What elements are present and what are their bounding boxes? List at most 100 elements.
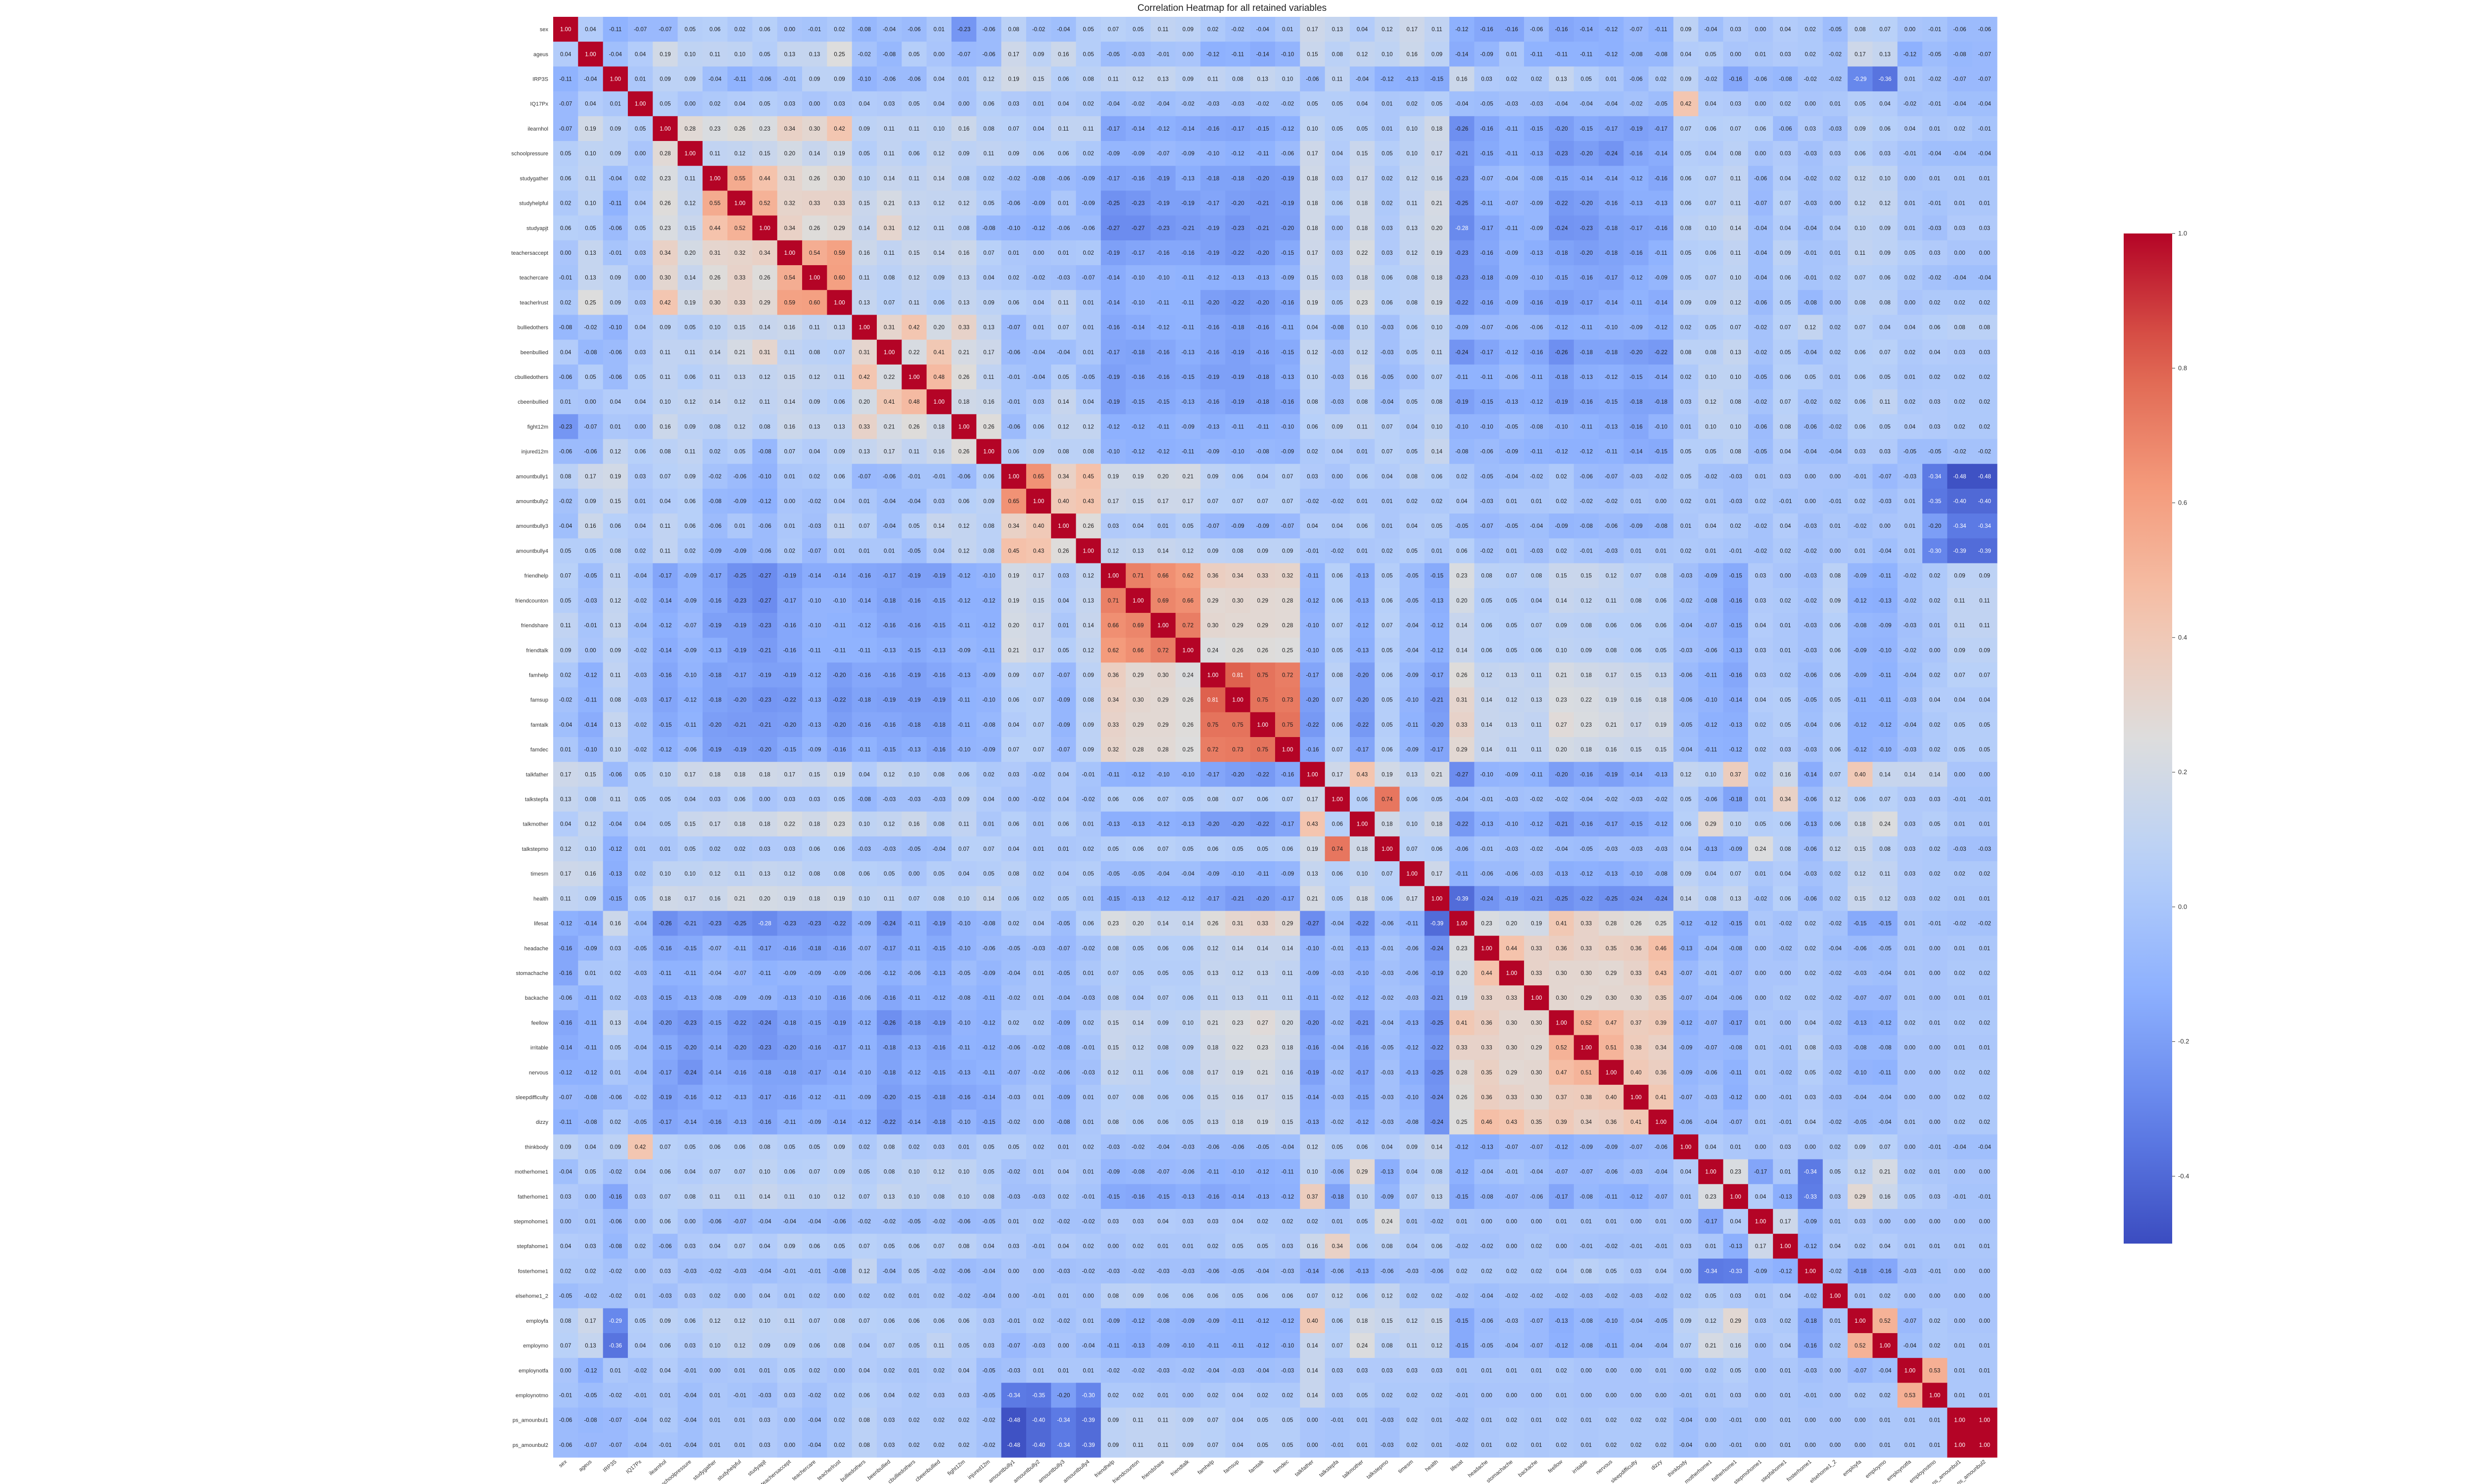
cell-value-label: -0.16 [1156,374,1169,380]
cell-value-label: -0.17 [1729,1020,1742,1026]
cell-value-label: 0.44 [1506,946,1518,952]
cell-value-label: 0.03 [1904,846,1915,852]
cell-value-label: 0.07 [1033,697,1044,703]
cell-value-label: -0.16 [883,623,896,629]
cell-value-label: 0.45 [1083,474,1094,480]
cell-value-label: 0.00 [1830,201,1841,207]
cell-value-label: 0.00 [635,424,646,430]
cell-value-label: -0.11 [1530,449,1543,455]
cell-value-label: -0.02 [1953,449,1966,455]
cell-value-label: 0.09 [834,449,845,455]
cell-value-label: 1.00 [1232,697,1243,703]
cell-value-label: 1.00 [660,126,670,132]
cell-value-label: 0.47 [1606,1020,1617,1026]
heatmap-cell [802,42,828,67]
cell-value-label: -0.14 [1256,51,1270,57]
cell-value-label: 1.00 [983,449,994,455]
cell-value-label: -0.06 [1455,846,1468,852]
cell-value-label: -0.11 [1879,672,1891,678]
cell-value-label: -0.12 [584,1070,597,1076]
cell-value-label: 0.06 [1855,151,1865,157]
cell-value-label: -0.17 [1132,250,1144,256]
cell-value-label: 0.02 [1979,871,1990,877]
cell-value-label: 0.15 [759,151,770,157]
heatmap-cell [1748,66,1773,92]
cell-value-label: 0.01 [784,474,795,480]
cell-value-label: 0.03 [1755,598,1766,604]
cell-value-label: 0.00 [1929,971,1940,976]
cell-value-label: -0.13 [1182,176,1194,182]
cell-value-label: -0.23 [1231,226,1244,232]
heatmap-cell [1175,91,1201,117]
cell-value-label: 0.03 [784,846,795,852]
cell-value-label: -0.02 [1605,797,1618,803]
cell-value-label: -0.12 [1555,325,1568,331]
cell-value-label: 0.16 [1058,51,1069,57]
cell-value-label: 0.47 [1556,1070,1567,1076]
heatmap-cell [1250,42,1276,67]
cell-value-label: 0.16 [908,822,919,828]
cell-value-label: -0.06 [609,226,622,232]
cell-value-label: 1.00 [1133,598,1143,604]
cell-value-label: -0.18 [1206,176,1219,182]
cell-value-label: 0.04 [1705,151,1716,157]
cell-value-label: 0.01 [1506,499,1517,505]
cell-value-label: 0.13 [1332,27,1343,33]
cell-value-label: 0.07 [1033,747,1044,753]
cell-value-label: -0.04 [1878,548,1892,554]
cell-value-label: 0.00 [1008,797,1019,803]
cell-value-label: -0.02 [1903,598,1916,604]
cell-value-label: 0.09 [610,126,621,132]
heatmap-cell [976,116,1002,141]
cell-value-label: 0.71 [1108,598,1119,604]
cell-value-label: 0.01 [1381,126,1392,132]
cell-value-label: -0.02 [1829,1020,1842,1026]
cell-value-label: -0.02 [559,499,572,505]
cell-value-label: -0.07 [1878,474,1891,480]
cell-value-label: 0.17 [1008,51,1019,57]
cell-value-label: 0.06 [635,449,646,455]
cell-value-label: 0.08 [710,424,720,430]
cell-value-label: -0.05 [1480,101,1493,107]
cell-value-label: 0.04 [1954,697,1965,703]
cell-value-label: 0.17 [1606,672,1617,678]
heatmap-cell [727,17,753,42]
cell-value-label: -0.07 [1978,51,1991,57]
cell-value-label: 0.29 [1581,995,1592,1001]
cell-value-label: 0.00 [1805,474,1815,480]
cell-value-label: -0.06 [1704,797,1717,803]
cell-value-label: 0.43 [1357,772,1368,778]
cell-value-label: -0.08 [559,325,572,331]
cell-value-label: -0.03 [634,672,647,678]
cell-value-label: 0.09 [983,499,994,505]
heatmap-cell [951,116,977,141]
cell-value-label: -0.12 [883,971,896,976]
cell-value-label: 0.21 [958,350,969,356]
cell-value-label: -0.16 [1555,27,1568,33]
cell-value-label: 0.09 [1083,672,1094,678]
cell-value-label: -0.12 [1032,226,1045,232]
cell-value-label: 0.11 [1158,27,1169,33]
cell-value-label: -0.07 [1704,1045,1717,1051]
cell-value-label: 0.01 [958,77,969,83]
cell-value-label: -0.17 [1580,300,1593,306]
cell-value-label: -0.16 [1206,350,1219,356]
cell-value-label: -0.13 [783,995,796,1001]
cell-value-label: -0.12 [1455,27,1468,33]
cell-value-label: 0.12 [1407,176,1418,182]
cell-value-label: -0.05 [1804,697,1817,703]
cell-value-label: -0.17 [783,598,796,604]
cell-value-label: -0.02 [1331,1020,1344,1026]
cell-value-label: 0.23 [1481,921,1492,927]
cell-value-label: 0.33 [859,424,870,430]
cell-value-label: 0.06 [1033,424,1044,430]
cell-value-label: 0.00 [1183,51,1193,57]
cell-value-label: 0.05 [560,548,571,554]
cell-value-label: 0.03 [710,797,720,803]
cell-value-label: -0.14 [833,573,846,579]
cell-value-label: 0.45 [1008,548,1019,554]
cell-value-label: 0.02 [1830,399,1841,405]
heatmap-cell [1325,42,1350,67]
heatmap-cell [1897,91,1923,117]
cell-value-label: 0.28 [1133,747,1143,753]
